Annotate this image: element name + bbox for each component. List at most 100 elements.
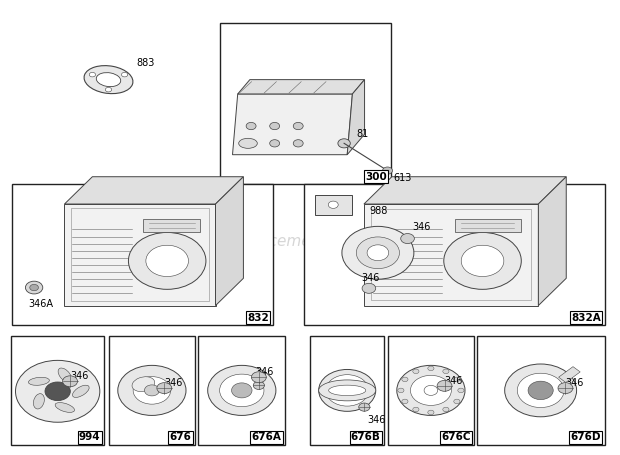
Text: 300: 300 [365, 172, 387, 182]
FancyBboxPatch shape [315, 195, 352, 215]
Text: 832A: 832A [571, 313, 601, 323]
Circle shape [356, 237, 399, 268]
Circle shape [424, 385, 438, 395]
Polygon shape [232, 94, 352, 155]
Bar [11, 336, 104, 445]
Circle shape [16, 360, 100, 422]
Bar [454, 219, 521, 233]
Ellipse shape [73, 385, 89, 397]
Circle shape [144, 385, 159, 396]
Circle shape [293, 140, 303, 147]
Text: 994: 994 [79, 432, 100, 442]
Text: 346: 346 [445, 376, 463, 386]
Bar [371, 209, 531, 300]
Circle shape [338, 139, 350, 148]
Circle shape [359, 403, 370, 411]
Ellipse shape [132, 377, 155, 392]
Bar [220, 23, 391, 184]
Circle shape [253, 381, 264, 389]
Circle shape [208, 365, 276, 415]
Polygon shape [347, 80, 365, 155]
Circle shape [401, 233, 414, 243]
Text: 676B: 676B [351, 432, 381, 442]
Bar [198, 336, 285, 445]
Text: 346: 346 [413, 222, 431, 233]
Circle shape [367, 245, 389, 261]
Circle shape [270, 140, 280, 147]
Text: 346A: 346A [28, 299, 53, 309]
Circle shape [413, 407, 419, 412]
Circle shape [528, 381, 553, 399]
Bar [477, 336, 604, 445]
Polygon shape [364, 204, 538, 306]
Circle shape [252, 372, 267, 383]
Circle shape [157, 383, 172, 394]
Circle shape [329, 201, 339, 208]
Text: 832: 832 [247, 313, 269, 323]
Text: 676A: 676A [252, 432, 281, 442]
Circle shape [517, 373, 564, 408]
Bar [12, 184, 273, 325]
Circle shape [246, 122, 256, 130]
Polygon shape [64, 177, 244, 204]
Text: 346: 346 [256, 367, 274, 377]
Text: 676D: 676D [570, 432, 601, 442]
Circle shape [118, 365, 186, 415]
Circle shape [397, 365, 465, 415]
Text: 883: 883 [136, 58, 155, 68]
Circle shape [122, 72, 128, 77]
Circle shape [105, 87, 112, 92]
Text: 613: 613 [394, 173, 412, 183]
Polygon shape [237, 80, 365, 94]
Circle shape [128, 233, 206, 289]
Circle shape [398, 388, 404, 393]
Circle shape [63, 376, 78, 387]
Circle shape [319, 369, 376, 411]
Circle shape [454, 399, 460, 404]
Circle shape [146, 245, 188, 277]
Circle shape [342, 386, 353, 394]
Ellipse shape [33, 394, 45, 409]
Text: 346: 346 [70, 371, 89, 381]
Circle shape [246, 140, 256, 147]
Ellipse shape [55, 403, 74, 412]
Circle shape [89, 72, 95, 77]
Polygon shape [64, 204, 216, 306]
Text: 346: 346 [164, 378, 183, 388]
Circle shape [461, 245, 504, 277]
Circle shape [428, 366, 434, 371]
Ellipse shape [84, 66, 133, 94]
Bar [304, 184, 604, 325]
Ellipse shape [58, 368, 71, 382]
Circle shape [505, 364, 577, 417]
Circle shape [558, 383, 573, 394]
Circle shape [413, 369, 419, 374]
Circle shape [410, 375, 451, 405]
Circle shape [402, 399, 408, 404]
Ellipse shape [329, 385, 366, 395]
Circle shape [454, 377, 460, 382]
Text: 988: 988 [369, 206, 388, 216]
Circle shape [428, 410, 434, 415]
Text: 346: 346 [368, 415, 386, 425]
Bar [310, 336, 384, 445]
Circle shape [443, 407, 449, 412]
Text: 346: 346 [565, 378, 584, 388]
Circle shape [219, 374, 264, 407]
Circle shape [133, 377, 171, 404]
Bar [388, 336, 474, 445]
Ellipse shape [239, 138, 257, 148]
Circle shape [437, 380, 452, 391]
Circle shape [45, 382, 70, 400]
Circle shape [232, 383, 252, 398]
Text: 81: 81 [356, 129, 368, 139]
Ellipse shape [29, 377, 50, 385]
Polygon shape [538, 177, 566, 306]
Circle shape [326, 375, 368, 406]
Circle shape [342, 227, 414, 279]
Circle shape [293, 122, 303, 130]
Circle shape [383, 167, 392, 174]
Bar [71, 208, 210, 301]
Circle shape [402, 377, 408, 382]
Ellipse shape [96, 73, 121, 86]
